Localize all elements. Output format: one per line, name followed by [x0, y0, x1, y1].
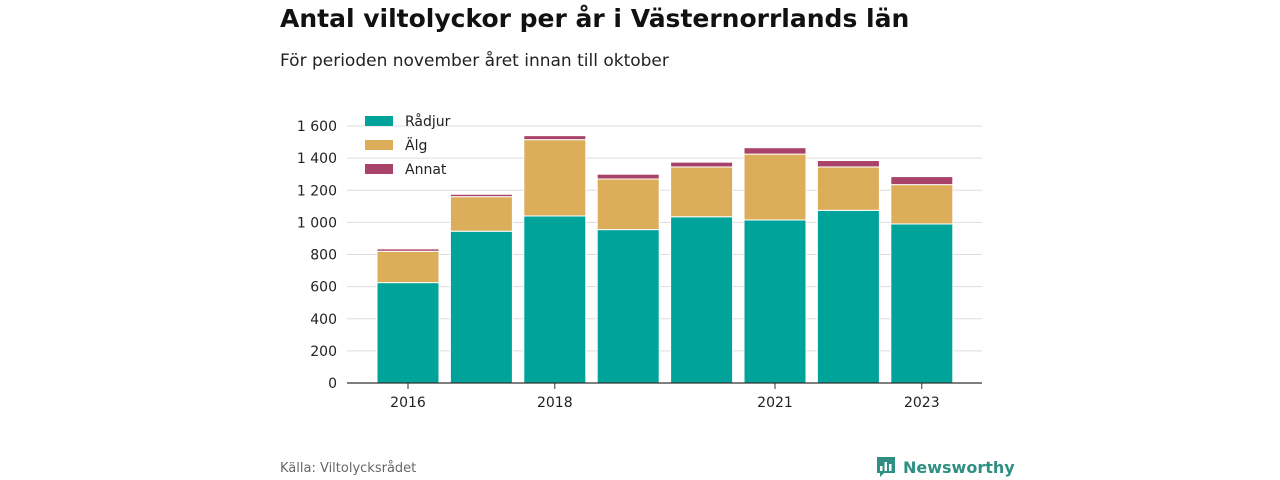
y-axis-ticks: 0 200 400 600 800 1 000 1 200 1 400 1 600 [297, 119, 337, 392]
bar-segment-älg [523, 139, 587, 217]
bar-segment-annat [816, 160, 880, 168]
brand-logo: Newsworthy [875, 455, 1015, 479]
y-tick-label: 1 000 [297, 215, 337, 231]
legend-swatch-rådjur [365, 116, 393, 126]
bar-segment-älg [596, 178, 660, 231]
brand-name: Newsworthy [903, 457, 1015, 477]
chart-subtitle: För perioden november året innan till ok… [280, 51, 669, 71]
y-tick-label: 400 [310, 312, 337, 328]
x-tick-label: 2021 [757, 395, 793, 411]
bar-segment-älg [449, 196, 513, 232]
bar-segment-rådjur [523, 215, 587, 384]
bar-segment-älg [670, 166, 734, 218]
bar-segment-annat [670, 161, 734, 168]
x-tick-label: 2016 [390, 395, 426, 411]
y-tick-label: 0 [328, 376, 337, 392]
bar-segment-rådjur [670, 216, 734, 384]
source-note: Källa: Viltolycksrådet [280, 461, 417, 476]
bar-segment-älg [816, 166, 880, 211]
legend-label: Annat [405, 162, 447, 178]
bar-segment-rådjur [376, 282, 440, 384]
legend-swatch-annat [365, 164, 393, 174]
bar-segment-älg [890, 184, 954, 225]
bar-segment-annat [449, 193, 513, 198]
legend: Rådjur Älg Annat [365, 113, 451, 178]
x-tick-label: 2023 [904, 395, 940, 411]
bar-segment-annat [376, 248, 440, 252]
bar-segment-älg [376, 250, 440, 284]
legend-swatch-älg [365, 140, 393, 150]
bar-segment-rådjur [596, 229, 660, 384]
bar-chart-badge-icon [877, 457, 895, 477]
bar-segment-annat [596, 173, 660, 180]
bar-segment-älg [743, 153, 807, 221]
x-tick-label: 2018 [537, 395, 573, 411]
y-tick-label: 1 400 [297, 151, 337, 167]
bar-segment-annat [890, 176, 954, 186]
y-tick-label: 800 [310, 248, 337, 264]
legend-label: Älg [405, 136, 427, 154]
legend-label: Rådjur [405, 113, 451, 130]
chart-title: Antal viltolyckor per år i Västernorrlan… [280, 4, 910, 33]
bar-segment-annat [743, 147, 807, 155]
y-tick-label: 1 600 [297, 119, 337, 135]
bar-segment-rådjur [449, 230, 513, 384]
y-tick-label: 200 [310, 344, 337, 360]
y-tick-label: 600 [310, 280, 337, 296]
bar-segment-rådjur [890, 223, 954, 384]
bar-segment-rådjur [743, 219, 807, 384]
grid-lines [347, 125, 982, 352]
y-tick-label: 1 200 [297, 183, 337, 199]
bar-segment-annat [523, 135, 587, 141]
x-axis-ticks: 2016 2018 2021 2023 [390, 383, 940, 411]
bar-segment-rådjur [816, 209, 880, 384]
bars [376, 135, 954, 384]
